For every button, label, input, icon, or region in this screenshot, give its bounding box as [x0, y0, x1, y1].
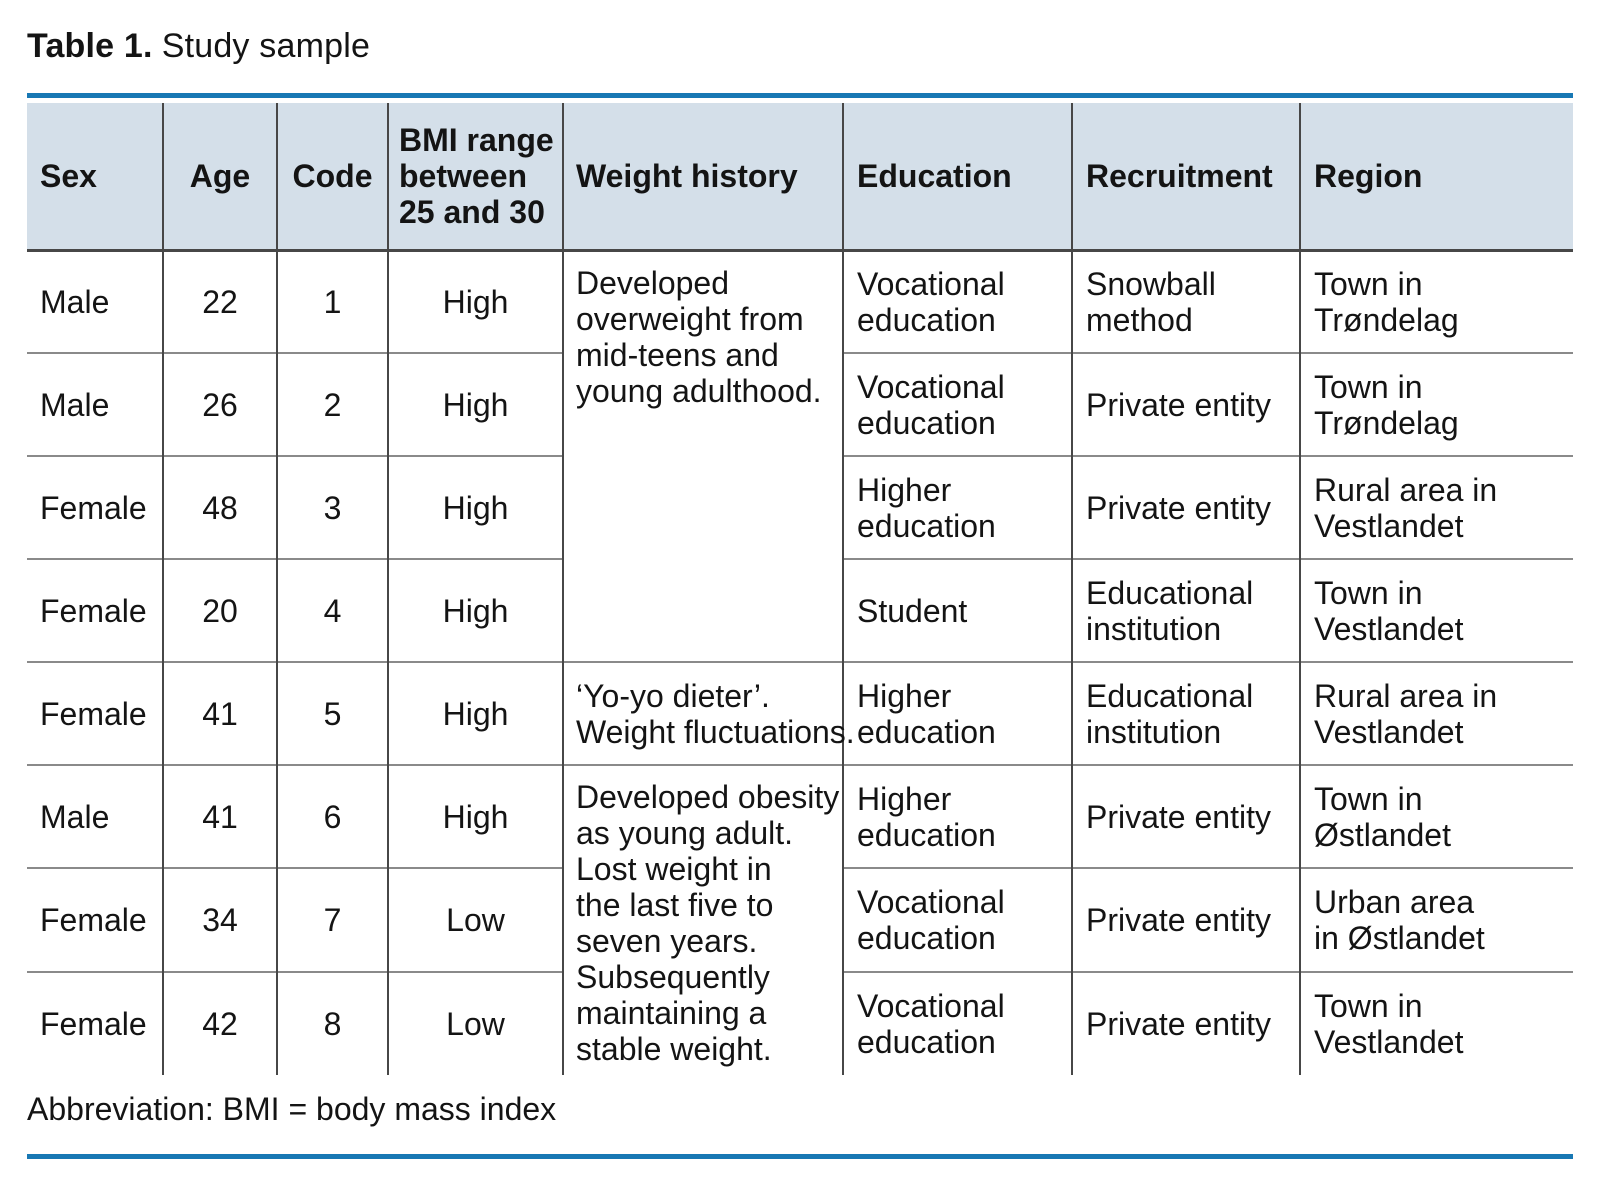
cell-code: 5: [276, 661, 388, 765]
cell-recruitment: Private entity: [1071, 867, 1300, 972]
cell-education: Vocational education: [842, 867, 1072, 972]
cell-age: 20: [162, 558, 277, 662]
col-header-recruitment: Recruitment: [1071, 103, 1300, 252]
table-row: Male 26 2 High Vocational education Priv…: [27, 352, 1573, 456]
cell-code: 1: [276, 249, 388, 353]
cell-region: Town in Østlandet: [1299, 763, 1573, 869]
cell-age: 26: [162, 352, 277, 456]
cell-code: 8: [276, 970, 388, 1075]
bottom-rule: [27, 1154, 1573, 1159]
cell-region: Urban area in Østlandet: [1299, 867, 1573, 972]
cell-weight-history-group-2: ‘Yo-yo dieter’. Weight fluctuations.: [562, 661, 855, 765]
table-row: Male 22 1 High Developed overweight from…: [27, 249, 1573, 662]
col-header-sex: Sex: [27, 103, 163, 252]
table-number-label: Table 1.: [27, 27, 153, 65]
cell-age: 41: [162, 763, 277, 869]
cell-recruitment: Private entity: [1071, 455, 1300, 559]
cell-sex: Female: [27, 661, 163, 765]
cell-sex: Male: [27, 763, 163, 869]
table-row: Female 42 8 Low Vocational education Pri…: [27, 970, 1573, 1075]
cell-code: 3: [276, 455, 388, 559]
cell-sex: Female: [27, 455, 163, 559]
cell-education: Vocational education: [842, 970, 1072, 1075]
cell-sex: Male: [27, 352, 163, 456]
cell-region: Town in Vestlandet: [1299, 558, 1573, 662]
table-title-text: Study sample: [161, 27, 371, 65]
cell-age: 22: [162, 249, 277, 353]
cell-recruitment: Private entity: [1071, 352, 1300, 456]
cell-bmi: High: [387, 661, 563, 765]
table-row: Female 48 3 High Higher education Privat…: [27, 455, 1573, 559]
col-header-code: Code: [276, 103, 388, 252]
cell-education: Vocational education: [842, 352, 1072, 456]
cell-code: 6: [276, 763, 388, 869]
cell-education: Student: [842, 558, 1072, 662]
table-title: Table 1. Study sample: [27, 24, 1573, 68]
cell-weight-history-group-3: Developed obesity as young adult. Lost w…: [562, 764, 843, 1075]
cell-sex: Male: [27, 249, 163, 353]
col-header-bmi-range: BMI range between 25 and 30: [387, 103, 563, 252]
cell-bmi: High: [387, 763, 563, 869]
study-sample-table: Sex Age Code BMI range between 25 and 30…: [27, 103, 1573, 1075]
page: Table 1. Study sample Sex Age Code BMI ra…: [0, 24, 1600, 1159]
cell-sex: Female: [27, 867, 163, 972]
col-header-age: Age: [162, 103, 277, 252]
cell-bmi: High: [387, 455, 563, 559]
cell-sex: Female: [27, 558, 163, 662]
cell-code: 7: [276, 867, 388, 972]
top-rule: [27, 93, 1573, 98]
cell-bmi: Low: [387, 970, 563, 1075]
cell-recruitment: Educational institution: [1071, 661, 1300, 765]
header-row: Sex Age Code BMI range between 25 and 30…: [27, 103, 1573, 252]
cell-age: 34: [162, 867, 277, 972]
table-row: Female 41 5 High ‘Yo-yo dieter’. Weight …: [27, 661, 1573, 765]
cell-code: 4: [276, 558, 388, 662]
cell-bmi: High: [387, 558, 563, 662]
cell-recruitment: Private entity: [1071, 763, 1300, 869]
cell-education: Vocational education: [842, 249, 1072, 353]
cell-region: Town in Trøndelag: [1299, 352, 1573, 456]
cell-bmi: High: [387, 249, 563, 353]
cell-weight-history-group-1: Developed overweight from mid-teens and …: [562, 249, 843, 662]
cell-region: Town in Trøndelag: [1299, 249, 1573, 353]
cell-recruitment: Educational institution: [1071, 558, 1300, 662]
cell-region: Rural area in Vestlandet: [1299, 455, 1573, 559]
cell-recruitment: Private entity: [1071, 970, 1300, 1075]
col-header-education: Education: [842, 103, 1072, 252]
table-header: Sex Age Code BMI range between 25 and 30…: [27, 103, 1573, 252]
cell-education: Higher education: [842, 661, 1072, 765]
cell-bmi: Low: [387, 867, 563, 972]
col-header-weight-history: Weight history: [562, 103, 843, 252]
cell-age: 41: [162, 661, 277, 765]
cell-sex: Female: [27, 970, 163, 1075]
cell-education: Higher education: [842, 455, 1072, 559]
abbreviation-footnote: Abbreviation: BMI = body mass index: [27, 1091, 557, 1127]
table-row: Female 34 7 Low Vocational education Pri…: [27, 867, 1573, 972]
table-body: Male 22 1 High Developed overweight from…: [27, 249, 1573, 1075]
cell-education: Higher education: [842, 763, 1072, 869]
table-row: Male 41 6 High Developed obesity as youn…: [27, 763, 1573, 1075]
cell-bmi: High: [387, 352, 563, 456]
cell-region: Rural area in Vestlandet: [1299, 661, 1573, 765]
col-header-region: Region: [1299, 103, 1573, 252]
cell-recruitment: Snowball method: [1071, 249, 1300, 353]
cell-code: 2: [276, 352, 388, 456]
cell-region: Town in Vestlandet: [1299, 970, 1573, 1075]
cell-age: 42: [162, 970, 277, 1075]
cell-age: 48: [162, 455, 277, 559]
table-row: Female 20 4 High Student Educational ins…: [27, 558, 1573, 662]
